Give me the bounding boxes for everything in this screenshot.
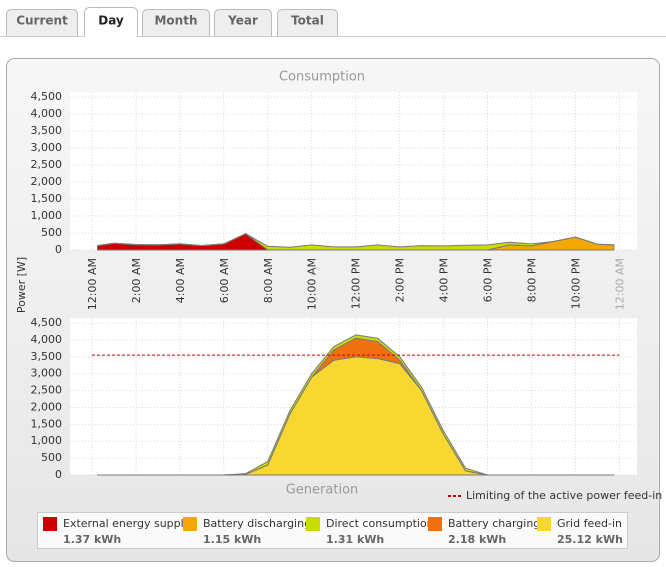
y-tick-label: 4,500 bbox=[31, 90, 63, 103]
y-tick-label: 3,500 bbox=[31, 350, 63, 363]
y-tick-label: 4,000 bbox=[31, 333, 63, 346]
tab-label[interactable]: Year bbox=[227, 14, 258, 28]
legend-label: Battery charging bbox=[448, 517, 540, 530]
y-tick-label: 2,500 bbox=[31, 158, 63, 171]
tab-label[interactable]: Current bbox=[16, 14, 68, 28]
chart-title: Consumption bbox=[279, 70, 365, 85]
y-tick-label: 4,500 bbox=[31, 316, 63, 329]
y-tick-label: 2,000 bbox=[31, 175, 63, 188]
y-tick-label: 2,000 bbox=[31, 400, 63, 413]
x-tick-label: 4:00 PM bbox=[438, 258, 451, 302]
legend-energy: 1.15 kWh bbox=[203, 533, 261, 546]
x-tick-label: 10:00 PM bbox=[569, 258, 582, 309]
x-tick-label: 6:00 AM bbox=[218, 258, 231, 303]
y-axis-label: Power [W] bbox=[15, 257, 28, 313]
legend-label: External energy supply bbox=[63, 517, 191, 530]
legend-energy: 25.12 kWh bbox=[557, 533, 623, 546]
x-tick-label: 8:00 AM bbox=[262, 258, 275, 303]
plot-area bbox=[70, 92, 637, 250]
tab-label[interactable]: Month bbox=[154, 14, 197, 28]
x-tick-label: 12:00 AM bbox=[613, 258, 626, 310]
legend-swatch bbox=[43, 517, 57, 531]
y-tick-label: 2,500 bbox=[31, 384, 63, 397]
y-tick-label: 1,500 bbox=[31, 417, 63, 430]
y-tick-label: 1,500 bbox=[31, 192, 63, 205]
x-tick-label: 12:00 PM bbox=[350, 258, 363, 309]
legend-swatch bbox=[428, 517, 442, 531]
x-tick-label: 10:00 AM bbox=[306, 258, 319, 310]
legend-swatch bbox=[306, 517, 320, 531]
y-tick-label: 4,000 bbox=[31, 107, 63, 120]
legend-swatch bbox=[537, 517, 551, 531]
y-tick-label: 1,000 bbox=[31, 209, 63, 222]
legend-energy: 1.31 kWh bbox=[326, 533, 384, 546]
legend-label: Battery discharging bbox=[203, 517, 311, 530]
y-tick-label: 3,000 bbox=[31, 141, 63, 154]
tab-label[interactable]: Day bbox=[98, 14, 124, 28]
legend-energy: 1.37 kWh bbox=[63, 533, 121, 546]
y-tick-label: 1,000 bbox=[31, 434, 63, 447]
x-tick-label: 8:00 PM bbox=[526, 258, 539, 302]
tab-label[interactable]: Total bbox=[291, 14, 324, 28]
legend-label: Direct consumption bbox=[326, 517, 434, 530]
legend-label: Grid feed-in bbox=[557, 517, 622, 530]
legend-energy: 2.18 kWh bbox=[448, 533, 506, 546]
limit-legend-label: Limiting of the active power feed-in bbox=[466, 489, 662, 502]
legend-swatch bbox=[183, 517, 197, 531]
y-tick-label: 0 bbox=[55, 468, 62, 481]
y-tick-label: 500 bbox=[41, 226, 62, 239]
x-tick-label: 2:00 AM bbox=[130, 258, 143, 303]
y-tick-label: 3,000 bbox=[31, 367, 63, 380]
x-tick-label: 12:00 AM bbox=[86, 258, 99, 310]
y-tick-label: 0 bbox=[55, 243, 62, 256]
x-tick-label: 6:00 PM bbox=[482, 258, 495, 302]
chart-title: Generation bbox=[286, 483, 359, 498]
x-tick-label: 2:00 PM bbox=[394, 258, 407, 302]
x-tick-label: 4:00 AM bbox=[174, 258, 187, 303]
y-tick-label: 3,500 bbox=[31, 124, 63, 137]
y-tick-label: 500 bbox=[41, 451, 62, 464]
